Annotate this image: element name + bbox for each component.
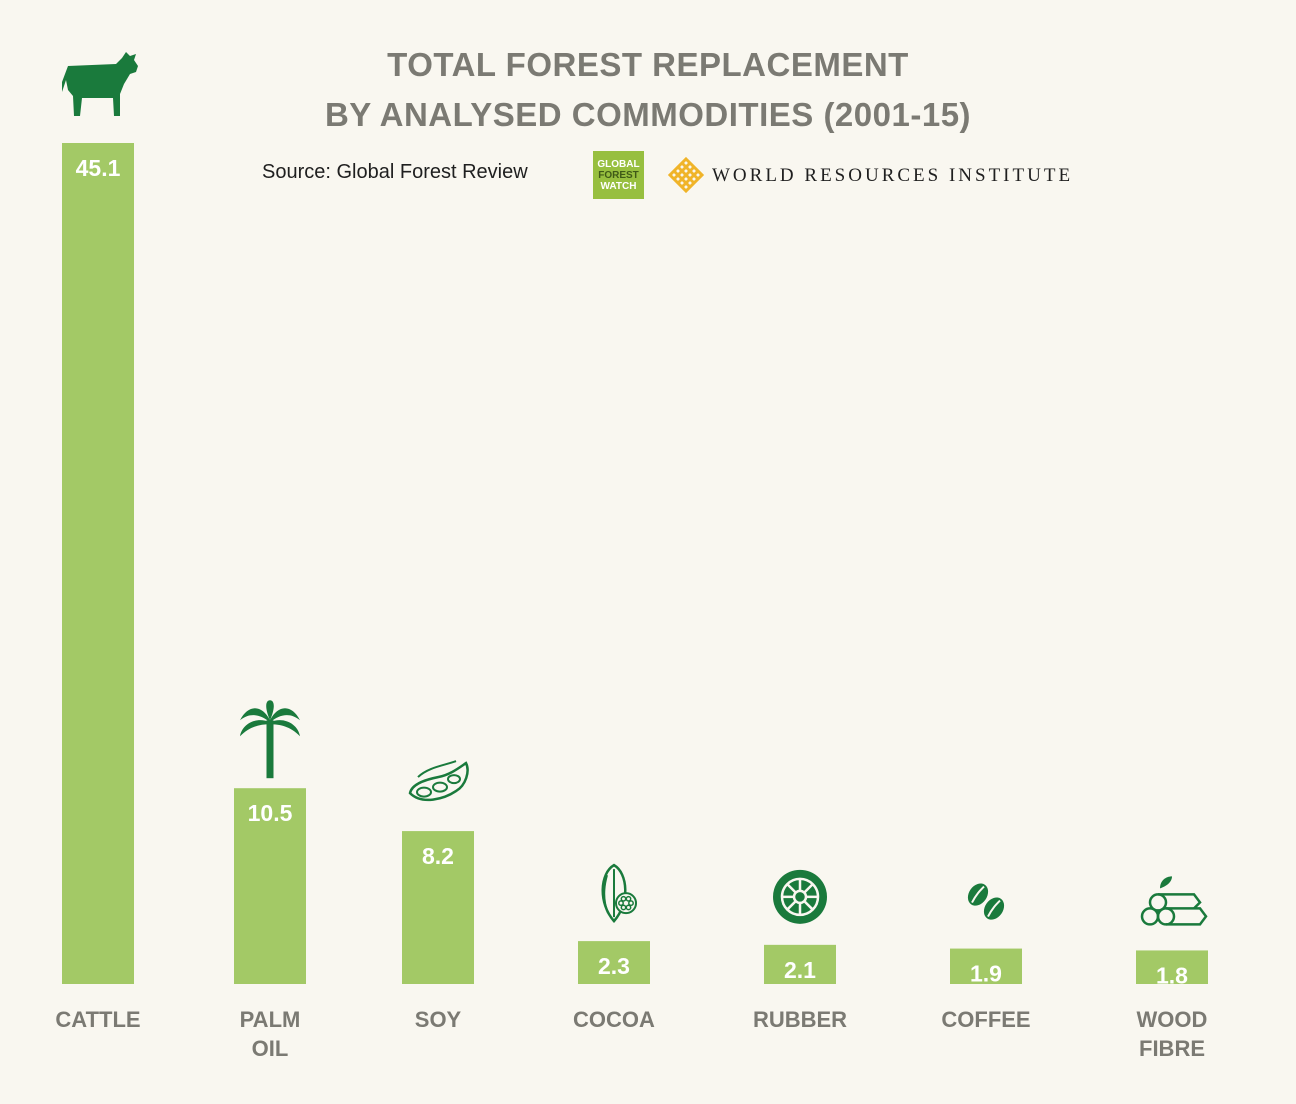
category-label: COFFEE xyxy=(941,1007,1030,1032)
cocoa-pod-icon xyxy=(601,863,637,923)
gfw-logo-line-3: WATCH xyxy=(600,180,637,192)
category-label: PALM xyxy=(240,1007,301,1032)
bar-soy xyxy=(402,831,474,984)
bar-coffee xyxy=(950,948,1022,984)
value-label: 2.1 xyxy=(784,957,816,983)
tire-icon xyxy=(773,869,827,924)
soybean-icon xyxy=(408,760,469,802)
category-label: CATTLE xyxy=(55,1007,140,1032)
source-note: Source: Global Forest Review xyxy=(262,161,528,183)
category-label: RUBBER xyxy=(753,1007,847,1032)
gfw-logo-line-1: GLOBAL xyxy=(597,158,640,170)
category-label: FIBRE xyxy=(1139,1036,1205,1061)
palm-tree-icon xyxy=(240,700,300,779)
value-label: 1.8 xyxy=(1156,962,1188,988)
wri-logo-mark xyxy=(668,157,704,193)
category-label: OIL xyxy=(252,1036,289,1061)
wri-logo-text: WORLD RESOURCES INSTITUTE xyxy=(712,165,1074,186)
value-label: 10.5 xyxy=(248,800,293,826)
value-label: 1.9 xyxy=(970,961,1002,987)
bar-palm-oil xyxy=(234,788,306,984)
cow-icon xyxy=(62,52,138,116)
bar-wood-fibre xyxy=(1136,950,1208,984)
category-label: COCOA xyxy=(573,1007,655,1032)
coffee-bean-icon xyxy=(967,883,1005,920)
gfw-logo-line-2: FOREST xyxy=(598,169,639,181)
category-label: WOOD xyxy=(1137,1007,1208,1032)
category-label: SOY xyxy=(415,1007,462,1032)
value-label: 45.1 xyxy=(76,155,121,181)
chart-title-line-2: BY ANALYSED COMMODITIES (2001-15) xyxy=(324,96,972,133)
value-label: 2.3 xyxy=(598,953,630,979)
bar-cocoa xyxy=(578,941,650,984)
value-label: 8.2 xyxy=(422,843,454,869)
bar-cattle xyxy=(62,143,134,984)
chart-title-line-1: TOTAL FOREST REPLACEMENT xyxy=(387,46,909,83)
bar-rubber xyxy=(764,944,836,984)
gfw-logo: GLOBAL FOREST WATCH xyxy=(593,151,644,199)
logs-icon xyxy=(1140,876,1208,926)
